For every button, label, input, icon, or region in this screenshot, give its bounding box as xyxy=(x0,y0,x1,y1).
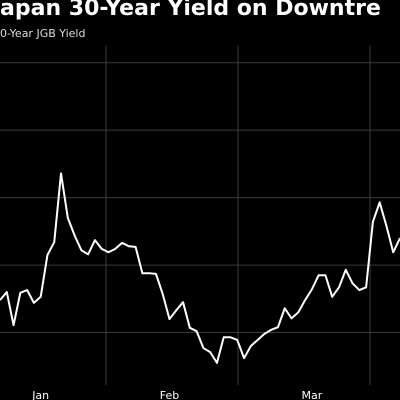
x-tick-label: Feb xyxy=(160,389,179,400)
series-line xyxy=(0,172,400,364)
chart-title: apan 30-Year Yield on Downtre xyxy=(0,0,381,21)
x-tick-label: Mar xyxy=(301,389,322,400)
chart-subtitle: 0-Year JGB Yield xyxy=(0,27,85,40)
x-tick-label: Jan xyxy=(31,389,49,400)
